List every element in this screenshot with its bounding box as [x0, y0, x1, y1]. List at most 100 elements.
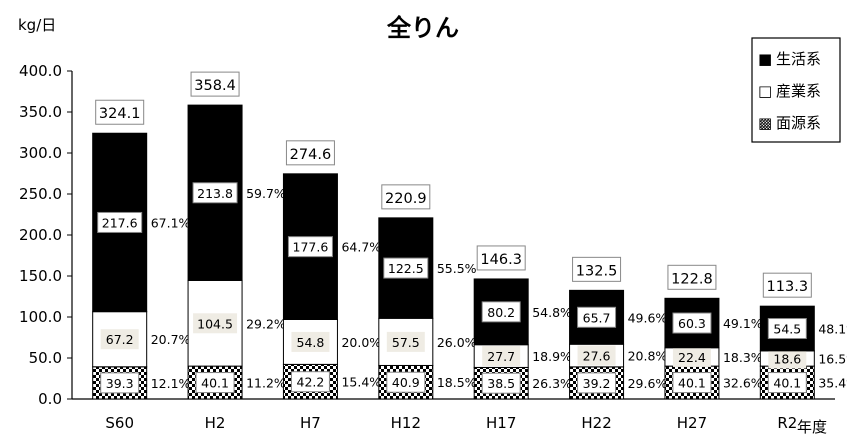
value-label-box [767, 318, 807, 340]
y-axis-label: kg/日 [18, 16, 56, 34]
value-label-box [97, 211, 143, 233]
value-label: 217.6 [102, 215, 138, 230]
value-label: 38.5 [487, 376, 515, 391]
chart-title: 全りん [386, 14, 459, 42]
legend-box [751, 37, 841, 143]
value-label-box [291, 331, 330, 352]
percent-label: 12.1% [151, 376, 191, 391]
value-label: 104.5 [197, 316, 233, 331]
value-label: 57.5 [392, 335, 420, 350]
percent-label: 55.5% [437, 261, 477, 276]
value-label-box [386, 331, 425, 352]
x-tick-label: H22 [581, 414, 611, 432]
value-label: 54.5 [773, 322, 801, 337]
value-label-box [195, 372, 235, 394]
legend: ■ 生活系□ 産業系▩ 面源系 [751, 37, 841, 143]
value-label: 67.2 [106, 332, 134, 347]
percent-label: 49.1% [723, 316, 763, 331]
percent-label: 18.9% [532, 349, 572, 364]
value-label: 27.6 [583, 349, 611, 364]
legend-symbol: ▩ [758, 114, 772, 132]
value-label-box [767, 372, 807, 394]
percent-label: 29.2% [246, 316, 286, 331]
total-label-box [762, 272, 812, 298]
percent-label: 29.6% [628, 376, 668, 391]
percent-label: 67.1% [151, 215, 191, 230]
y-tick-label: 300.0 [19, 144, 62, 162]
percent-label: 26.3% [532, 376, 572, 391]
value-label: 39.2 [583, 376, 611, 391]
legend-label: 生活系 [776, 50, 821, 68]
total-label: 358.4 [194, 78, 236, 94]
percent-label: 15.4% [341, 375, 381, 390]
value-label: 40.9 [392, 375, 420, 390]
value-label: 80.2 [487, 305, 515, 320]
value-label: 40.1 [201, 376, 229, 391]
value-label: 18.6 [773, 351, 801, 366]
value-label-box [383, 257, 429, 279]
value-label: 40.1 [773, 376, 801, 391]
percent-label: 35.4% [818, 376, 847, 391]
total-label: 324.1 [99, 106, 141, 122]
total-label-box [95, 99, 145, 125]
value-label: 42.2 [297, 375, 325, 390]
value-label: 40.1 [678, 376, 706, 391]
x-tick-label: S60 [105, 414, 134, 432]
percent-label: 11.2% [246, 376, 286, 391]
percent-label: 20.8% [628, 349, 668, 364]
value-label-box [672, 346, 711, 367]
total-label-box [572, 256, 622, 282]
value-label-box [482, 346, 521, 367]
x-axis-label: 年度 [797, 418, 827, 436]
x-tick-label: H2 [205, 414, 226, 432]
percent-label: 16.5% [818, 351, 847, 366]
x-tick-label: H12 [391, 414, 421, 432]
legend-symbol: ■ [758, 50, 772, 68]
value-label: 213.8 [197, 186, 233, 201]
value-label-box [577, 345, 616, 366]
y-tick-label: 150.0 [19, 267, 62, 285]
total-label-box [667, 264, 717, 290]
value-label-box [481, 301, 521, 323]
value-label: 177.6 [293, 240, 329, 255]
value-label: 39.3 [106, 376, 134, 391]
legend-symbol: □ [758, 82, 772, 100]
percent-label: 64.7% [341, 240, 381, 255]
value-label-box [577, 306, 617, 328]
total-label-box [476, 245, 526, 271]
value-label: 60.3 [678, 316, 706, 331]
value-label: 122.5 [388, 261, 424, 276]
bars-group: 39.3 12.1% 67.2 20.7% 217.6 67.1% 324.1 S60 40.1… [92, 71, 847, 432]
legend-label: 産業系 [776, 82, 821, 100]
value-label-box [100, 372, 140, 394]
legend-label: 面源系 [776, 114, 821, 132]
value-label-box [768, 348, 807, 369]
total-label: 113.3 [767, 279, 809, 295]
total-label: 220.9 [385, 191, 427, 207]
value-label-box [193, 313, 238, 334]
value-label: 27.7 [487, 349, 515, 364]
value-label-box [100, 329, 139, 350]
total-label-box [285, 140, 335, 166]
y-tick-label: 200.0 [19, 226, 62, 244]
value-label-box [672, 372, 712, 394]
total-label-box [190, 71, 240, 97]
value-label-box [192, 182, 238, 204]
x-tick-label: H17 [486, 414, 516, 432]
value-label-box [672, 312, 712, 334]
y-tick-label: 350.0 [19, 103, 62, 121]
value-label-box [386, 371, 426, 393]
x-tick-label: H7 [300, 414, 321, 432]
value-label-box [287, 236, 333, 258]
total-label-box [381, 184, 431, 210]
x-tick-label: H27 [677, 414, 707, 432]
percent-label: 20.7% [151, 332, 191, 347]
percent-label: 18.5% [437, 375, 477, 390]
y-tick-label: 100.0 [19, 308, 62, 326]
percent-label: 18.3% [723, 350, 763, 365]
y-tick-label: 400.0 [19, 62, 62, 80]
total-label: 122.8 [671, 271, 713, 287]
percent-label: 20.0% [341, 335, 381, 350]
